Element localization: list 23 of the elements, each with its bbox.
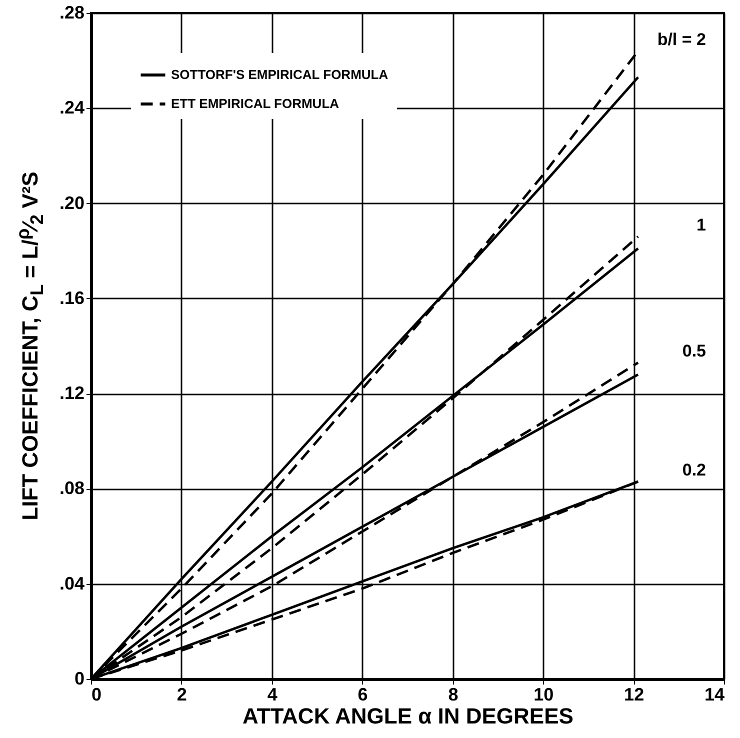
x-tick-label: 4 (267, 684, 278, 704)
x-tick-label: 6 (358, 684, 368, 704)
x-tick-label: 10 (534, 684, 554, 704)
y-tick-label: .20 (59, 192, 84, 213)
y-tick-label: .28 (59, 2, 84, 22)
x-tick-label: 2 (176, 684, 187, 704)
annotation: b/l = 2 (657, 30, 706, 50)
annotation: 1 (696, 216, 706, 235)
y-tick-label: .24 (59, 98, 84, 118)
x-axis-title: ATTACK ANGLE α IN DEGREES (242, 704, 574, 728)
x-tick-label: 14 (704, 684, 724, 704)
annotation: 0.2 (682, 460, 706, 480)
annotation: 0.5 (682, 342, 706, 361)
y-tick-label: .08 (59, 478, 84, 498)
y-tick-label: .12 (59, 383, 84, 404)
y-tick-label: .04 (59, 573, 84, 594)
x-tick-label: 12 (624, 684, 644, 704)
y-tick-label: 0 (74, 668, 84, 688)
legend-label: SOTTORF'S EMPIRICAL FORMULA (171, 67, 389, 82)
legend-label: ETT EMPIRICAL FORMULA (171, 96, 340, 111)
y-tick-label: .16 (59, 288, 84, 308)
x-tick-label: 0 (92, 684, 102, 704)
x-tick-label: 8 (448, 684, 458, 704)
